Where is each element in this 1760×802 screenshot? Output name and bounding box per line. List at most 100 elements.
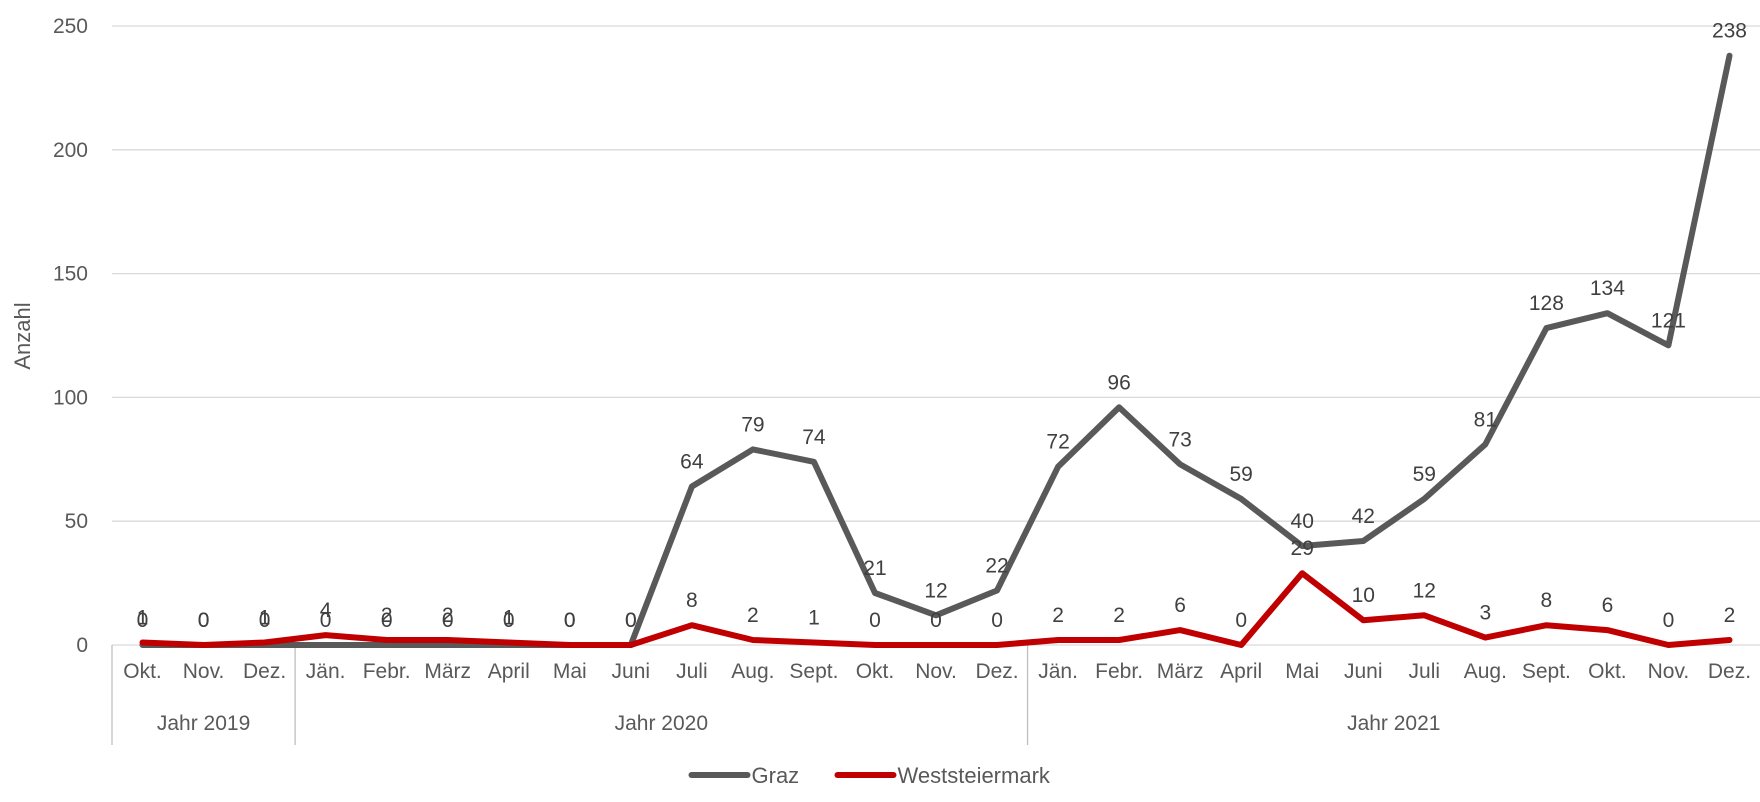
- data-label: 134: [1590, 277, 1625, 300]
- series-line-0: [139, 52, 1733, 648]
- data-label: 10: [1352, 584, 1375, 607]
- data-label: 238: [1712, 20, 1747, 43]
- legend-label: Graz: [752, 763, 800, 788]
- x-tick-label: Juli: [676, 660, 708, 683]
- data-label: 0: [381, 609, 393, 632]
- series-line-1: [139, 570, 1733, 648]
- x-tick-label: Okt.: [1588, 660, 1627, 683]
- data-label: 59: [1230, 463, 1253, 486]
- data-label: 4: [320, 599, 332, 622]
- data-label: 1: [808, 607, 820, 630]
- x-tick-label: März: [1157, 660, 1204, 683]
- y-tick-label: 200: [53, 139, 88, 162]
- data-label: 42: [1352, 505, 1375, 528]
- data-label: 0: [564, 609, 576, 632]
- data-label: 2: [1724, 604, 1736, 627]
- data-label: 21: [863, 557, 886, 580]
- x-tick-label: Jän.: [1038, 660, 1078, 683]
- data-label: 2: [442, 604, 454, 627]
- x-tick-label: Dez.: [243, 660, 286, 683]
- y-tick-label: 0: [76, 634, 88, 657]
- data-label: 0: [625, 609, 637, 632]
- data-label: 121: [1651, 309, 1686, 332]
- y-tick-label: 100: [53, 386, 88, 409]
- data-label: 8: [1541, 589, 1553, 612]
- data-label: 12: [924, 579, 947, 602]
- y-tick-label: 50: [65, 510, 88, 533]
- data-label: 1: [503, 607, 515, 630]
- gridlines: [112, 25, 1760, 646]
- data-label: 0: [259, 609, 271, 632]
- data-label: 0: [137, 609, 149, 632]
- x-tick-label: Sept.: [789, 660, 838, 683]
- x-tick-label: Sept.: [1522, 660, 1571, 683]
- data-label: 96: [1107, 371, 1130, 394]
- x-tick-label: Nov.: [915, 660, 957, 683]
- data-label: 72: [1046, 431, 1069, 454]
- data-label: 0: [991, 609, 1003, 632]
- y-tick-label: 250: [53, 15, 88, 38]
- data-label: 6: [1174, 594, 1186, 617]
- series-lines: [139, 52, 1733, 648]
- data-label: 3: [1479, 602, 1491, 625]
- x-tick-label: Juni: [612, 660, 651, 683]
- data-label: 6: [1602, 594, 1614, 617]
- data-label: 81: [1474, 408, 1497, 431]
- data-label: 59: [1413, 463, 1436, 486]
- data-label: 73: [1168, 428, 1191, 451]
- data-label: 1: [259, 607, 271, 630]
- x-tick-label: Febr.: [1095, 660, 1143, 683]
- x-tick-label: Okt.: [123, 660, 162, 683]
- x-tick-label: Okt.: [856, 660, 895, 683]
- x-tick-label: Jän.: [306, 660, 346, 683]
- x-tick-label: Aug.: [731, 660, 774, 683]
- data-label: 0: [869, 609, 881, 632]
- x-tick-label: Dez.: [1708, 660, 1751, 683]
- data-label: 0: [503, 609, 515, 632]
- x-axis: Okt. Nov. Dez. Jän. Febr. März April Mai Juni Jul…: [111, 645, 1751, 745]
- data-label: 0: [198, 609, 210, 632]
- y-axis-title: Anzahl: [10, 302, 35, 369]
- data-label: 1: [137, 607, 149, 630]
- data-label: 2: [1113, 604, 1125, 627]
- data-label: 2: [747, 604, 759, 627]
- legend-label: Weststeiermark: [898, 763, 1051, 788]
- x-tick-label: Aug.: [1464, 660, 1507, 683]
- x-tick-label: Febr.: [363, 660, 411, 683]
- data-label: 2: [1052, 604, 1064, 627]
- x-group-label: Jahr 2020: [615, 712, 708, 735]
- data-label: 79: [741, 413, 764, 436]
- data-label: 0: [930, 609, 942, 632]
- x-tick-label: Nov.: [183, 660, 225, 683]
- data-label: 40: [1291, 510, 1314, 533]
- data-label: 0: [564, 609, 576, 632]
- y-axis: 0 50 100 150 200 250: [53, 15, 88, 657]
- data-label: 0: [442, 609, 454, 632]
- data-label: 0: [1663, 609, 1675, 632]
- x-tick-label: Juni: [1344, 660, 1383, 683]
- y-tick-label: 150: [53, 263, 88, 286]
- data-label: 0: [198, 609, 210, 632]
- x-tick-label: Juli: [1409, 660, 1441, 683]
- data-label: 0: [320, 609, 332, 632]
- x-tick-label: Dez.: [975, 660, 1018, 683]
- x-tick-label: März: [424, 660, 471, 683]
- data-label: 8: [686, 589, 698, 612]
- x-tick-label: Mai: [553, 660, 587, 683]
- x-group-label: Jahr 2021: [1347, 712, 1440, 735]
- x-group-label: Jahr 2019: [157, 712, 250, 735]
- legend: Graz Weststeiermark: [688, 763, 1051, 788]
- x-tick-label: April: [488, 660, 530, 683]
- data-label: 64: [680, 451, 704, 474]
- data-label: 2: [381, 604, 393, 627]
- data-label: 22: [985, 555, 1008, 578]
- data-label: 0: [1235, 609, 1247, 632]
- data-label: 128: [1529, 292, 1564, 315]
- x-tick-label: Nov.: [1648, 660, 1690, 683]
- data-label: 12: [1413, 579, 1436, 602]
- data-label: 0: [625, 609, 637, 632]
- x-tick-label: April: [1220, 660, 1262, 683]
